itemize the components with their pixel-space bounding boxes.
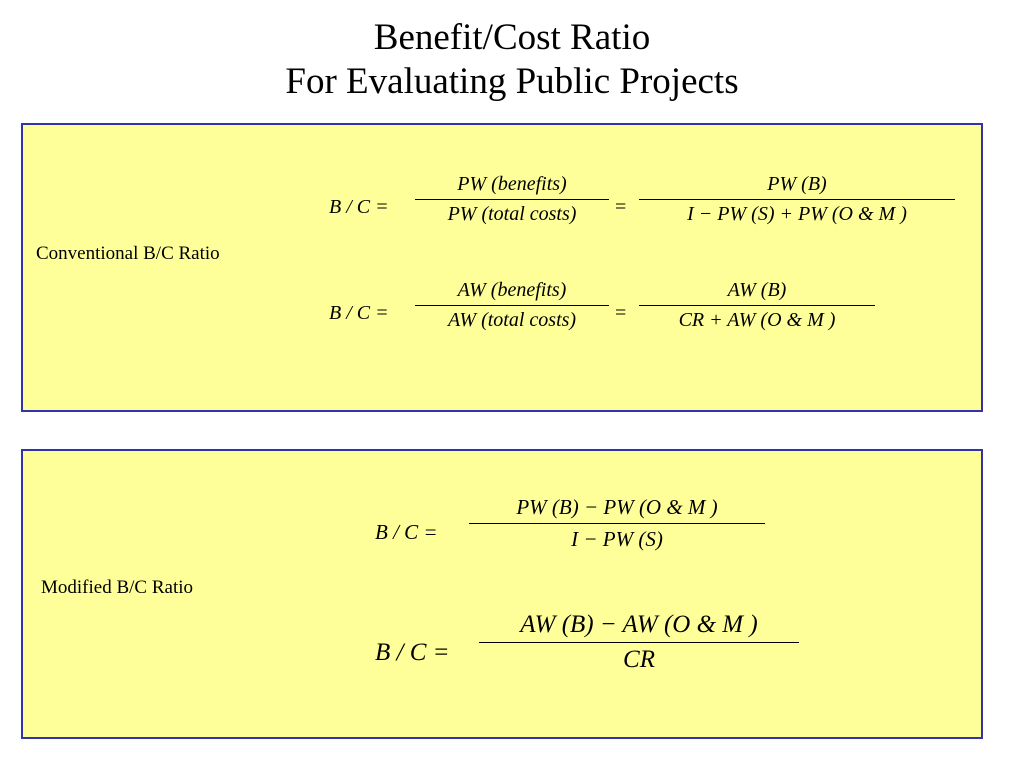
numerator: AW (B) − AW (O & M ) (520, 611, 758, 638)
fraction-bar (639, 199, 955, 200)
denominator: CR (623, 646, 655, 673)
conventional-label: Conventional B/C Ratio (36, 243, 220, 264)
denominator: I − PW (S) (571, 527, 663, 551)
numerator: AW (benefits) (457, 279, 567, 301)
title-line-1: Benefit/Cost Ratio (373, 17, 651, 58)
fraction-bar (415, 305, 609, 306)
fraction-pw-b: PW (B) I − PW (S) + PW (O & M ) (639, 173, 955, 226)
modified-panel: Modified B/C Ratio B / C = PW (B) − PW (… (21, 449, 983, 739)
slide-title: Benefit/Cost Ratio For Evaluating Public… (0, 16, 1024, 104)
fraction-aw-modified: AW (B) − AW (O & M ) CR (479, 611, 799, 674)
fraction-pw-modified: PW (B) − PW (O & M ) I − PW (S) (469, 495, 765, 552)
equation-lhs: B / C = (329, 302, 389, 324)
denominator: AW (total costs) (447, 309, 577, 331)
equation-lhs: B / C = (375, 639, 450, 666)
fraction-aw-b: AW (B) CR + AW (O & M ) (639, 279, 875, 332)
equation-lhs: B / C = (329, 196, 389, 218)
equation-lhs: B / C = (375, 520, 438, 544)
fraction-bar (639, 305, 875, 306)
fraction-pw-benefits-costs: PW (benefits) PW (total costs) (415, 173, 609, 226)
modified-equation-aw: B / C = AW (B) − AW (O & M ) CR (375, 611, 835, 701)
equals-sign: = (615, 196, 627, 218)
title-line-2: For Evaluating Public Projects (285, 61, 739, 102)
numerator: PW (B) (767, 173, 827, 195)
conventional-panel: Conventional B/C Ratio B / C = PW (benef… (21, 123, 983, 412)
modified-equation-pw: B / C = PW (B) − PW (O & M ) I − PW (S) (375, 493, 795, 573)
fraction-bar (479, 642, 799, 643)
modified-label: Modified B/C Ratio (41, 577, 193, 598)
fraction-aw-benefits-costs: AW (benefits) AW (total costs) (415, 279, 609, 332)
fraction-bar (469, 523, 765, 524)
numerator: PW (benefits) (457, 173, 567, 195)
numerator: PW (B) − PW (O & M ) (516, 495, 718, 519)
denominator: CR + AW (O & M ) (678, 309, 836, 331)
denominator: PW (total costs) (447, 203, 577, 225)
denominator: I − PW (S) + PW (O & M ) (687, 203, 907, 225)
numerator: AW (B) (727, 279, 787, 301)
equals-sign: = (615, 302, 627, 324)
conventional-equation-pw: B / C = PW (benefits) PW (total costs) =… (329, 169, 969, 249)
conventional-equation-aw: B / C = AW (benefits) AW (total costs) =… (329, 275, 969, 355)
fraction-bar (415, 199, 609, 200)
